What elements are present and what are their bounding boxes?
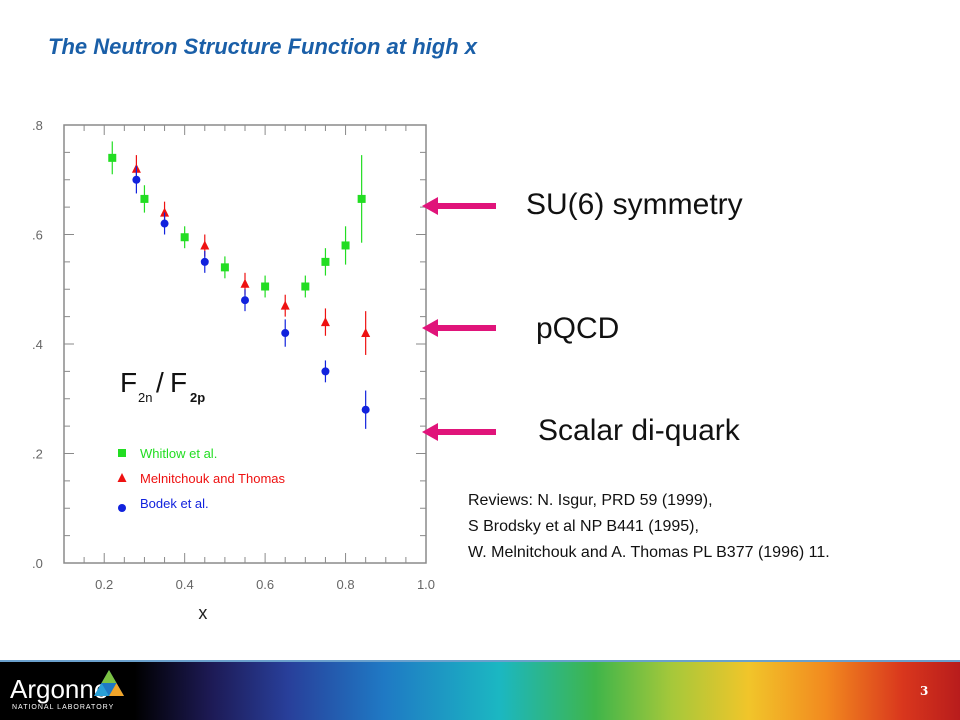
data-point (281, 329, 290, 338)
reference-line: Reviews: N. Isgur, PRD 59 (1999), (468, 492, 713, 509)
data-point (240, 278, 250, 288)
x-tick-label: 0.6 (256, 577, 274, 592)
data-point (108, 153, 117, 162)
data-point (321, 367, 330, 376)
data-point (241, 296, 249, 305)
data-point (357, 194, 366, 203)
data-point (321, 257, 330, 266)
annotation-pqcd: pQCD (536, 312, 620, 345)
data-point (320, 317, 330, 327)
y-tick-label: .4 (32, 337, 43, 352)
argonne-logo-text: Argonne (10, 674, 109, 704)
x-axis-label: x (198, 603, 207, 623)
arrow-pqcd-icon (422, 319, 496, 337)
slide-title: The Neutron Structure Function at high x (48, 34, 477, 59)
series-circle (132, 166, 370, 429)
data-point (140, 194, 149, 203)
data-point (200, 257, 209, 266)
data-point (361, 405, 370, 414)
argonne-logo-icon (94, 670, 124, 696)
ratio-label: F 2n / F 2p (120, 367, 205, 405)
neutron-structure-chart: 0.2 0.4 0.6 0.8 1.0.0.2.4.6.8xF 2n / F 2pWhitlow… (32, 118, 435, 623)
x-tick-label: 0.8 (337, 577, 355, 592)
legend-label: Melnitchouk and Thomas (140, 471, 286, 486)
series-square (108, 141, 366, 298)
reference-line: S Brodsky et al NP B441 (1995), (468, 518, 699, 535)
data-point (200, 240, 210, 250)
ratio-label-sub-2n: 2n (138, 390, 152, 405)
legend-label: Bodek et al. (140, 496, 209, 511)
y-tick-label: .2 (32, 447, 43, 462)
arrow-diquark-icon (422, 423, 496, 441)
ratio-label-f: F (120, 367, 137, 398)
page-number: 3 (920, 684, 929, 698)
series-triangle (131, 155, 371, 355)
footer-bar: Argonne NATIONAL LABORATORY 3 (0, 660, 960, 720)
y-tick-label: .0 (32, 556, 43, 571)
annotation-su6: SU(6) symmetry (526, 188, 743, 221)
footer-divider (0, 660, 960, 662)
legend-marker (118, 449, 126, 457)
x-tick-label: 1.0 (417, 577, 435, 592)
x-tick-label: 0.4 (176, 577, 194, 592)
references: Reviews: N. Isgur, PRD 59 (1999), S Brod… (468, 488, 830, 566)
data-point (160, 219, 169, 228)
data-point (361, 328, 371, 338)
ratio-label-slash: / (156, 367, 164, 398)
argonne-logo-subtext: NATIONAL LABORATORY (12, 704, 115, 711)
plot-frame (63, 124, 427, 564)
legend-marker (117, 473, 127, 482)
ratio-label-f: F (170, 367, 187, 398)
data-point (261, 282, 270, 291)
annotation-scalar-diquark: Scalar di-quark (538, 414, 740, 447)
data-point (301, 282, 310, 291)
data-point (280, 300, 290, 310)
y-tick-label: .8 (32, 118, 43, 133)
legend-label: Whitlow et al. (140, 446, 217, 461)
legend-marker (118, 504, 126, 512)
x-tick-label: 0.2 (95, 577, 113, 592)
data-point (341, 241, 350, 250)
y-tick-label: .6 (32, 228, 43, 243)
ratio-label-sub-2p: 2p (190, 390, 205, 405)
data-point (180, 233, 189, 242)
data-point (220, 263, 229, 272)
reference-line: W. Melnitchouk and A. Thomas PL B377 (19… (468, 544, 830, 561)
data-point (160, 207, 170, 217)
arrow-su6-icon (422, 197, 496, 215)
data-point (132, 175, 141, 184)
